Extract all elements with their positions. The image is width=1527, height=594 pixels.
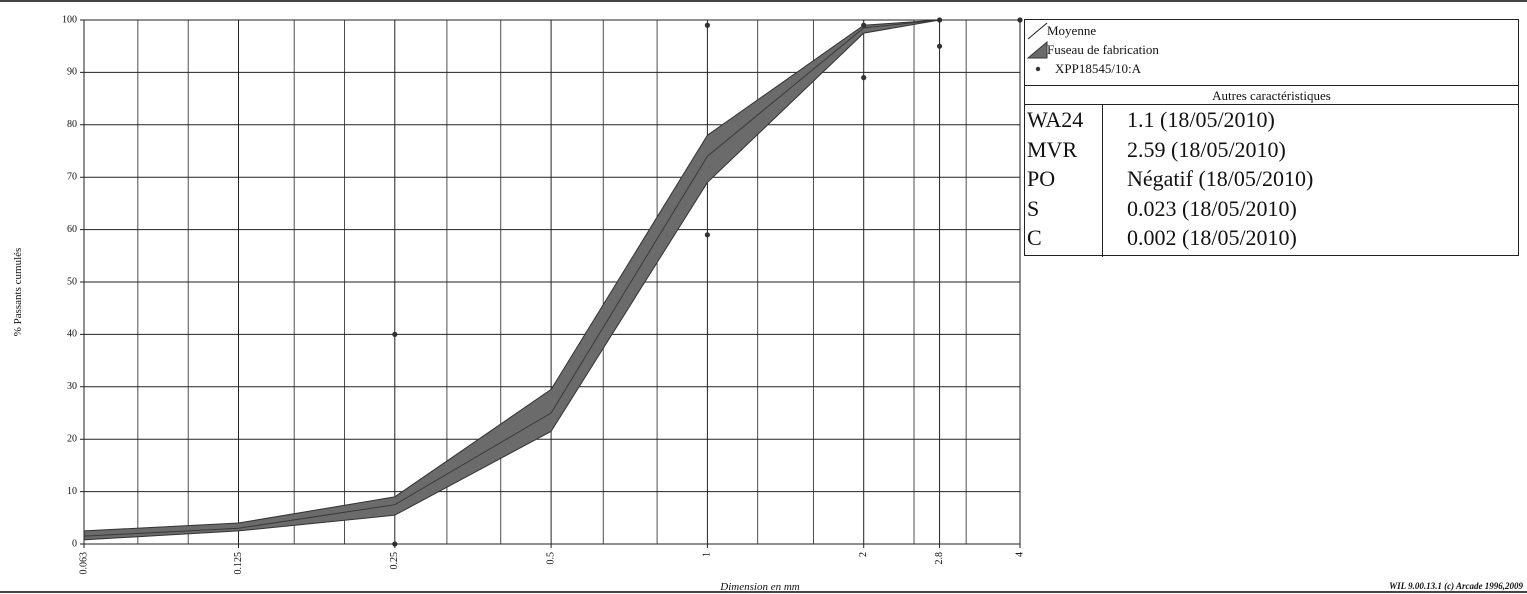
data-point xyxy=(704,22,711,28)
x-tick-label: 0.5 xyxy=(545,552,556,565)
fuseau-band xyxy=(83,19,940,541)
y-tick-label: 20 xyxy=(67,433,77,444)
software-credit: WIL 9.00.13.1 (c) Arcade 1996,2009 xyxy=(1389,581,1523,591)
x-axis-label: Dimension en mm xyxy=(720,581,800,593)
x-tick-label: 2.8 xyxy=(934,552,945,565)
y-tick-label: 50 xyxy=(67,276,77,287)
characteristic-value: 1.1 (18/05/2010) xyxy=(1127,107,1275,132)
dot-legend-icon xyxy=(1035,66,1041,72)
line-layer xyxy=(83,19,940,537)
y-tick-label: 40 xyxy=(67,329,77,340)
data-point xyxy=(936,43,943,49)
characteristic-value: Négatif (18/05/2010) xyxy=(1127,166,1314,191)
page-top-border xyxy=(0,0,1527,2)
x-tick-label: 1 xyxy=(702,552,713,557)
x-tick-labels: 0.063 0.125 0.25 0.5 1 2 2.8 4 xyxy=(78,552,1025,575)
characteristic-key: S xyxy=(1027,195,1040,221)
characteristic-value: 0.002 (18/05/2010) xyxy=(1127,225,1297,250)
characteristic-key: WA24 xyxy=(1027,107,1084,132)
y-tick-label: 10 xyxy=(67,486,77,497)
characteristic-key: PO xyxy=(1027,166,1056,191)
x-tick-label: 0.063 xyxy=(78,552,89,575)
data-point xyxy=(704,232,711,238)
characteristic-value: 0.023 (18/05/2010) xyxy=(1127,195,1297,221)
legend-label-fuseau: Fuseau de fabrication xyxy=(1047,42,1159,57)
characteristics-table: WA24 1.1 (18/05/2010) MVR 2.59 (18/05/20… xyxy=(1025,105,1518,253)
y-tick-label: 60 xyxy=(67,224,77,235)
moyenne-line xyxy=(83,19,940,537)
x-tick-label: 4 xyxy=(1014,552,1025,557)
legend-panel: Moyenne Fuseau de fabrication XPP18545/1… xyxy=(1024,19,1519,257)
data-point xyxy=(392,331,398,337)
x-tick-label: 0.125 xyxy=(233,552,244,575)
legend-label-moyenne: Moyenne xyxy=(1047,23,1097,38)
y-tick-label: 100 xyxy=(62,14,77,25)
band-layer xyxy=(83,19,940,541)
y-axis-label: % Passants cumulés xyxy=(12,247,24,337)
y-tick-labels: 0 10 20 30 40 50 60 70 80 90 100 xyxy=(62,14,77,549)
chart-grid-major xyxy=(80,19,1021,548)
data-point xyxy=(861,22,867,28)
data-point xyxy=(861,75,867,81)
characteristic-row-c: C 0.002 (18/05/2010) xyxy=(1025,223,1518,253)
page-bottom-border xyxy=(0,591,1527,593)
characteristic-row-wa24: WA24 1.1 (18/05/2010) xyxy=(1025,105,1518,135)
y-tick-label: 70 xyxy=(67,171,77,182)
x-tick-label: 2 xyxy=(858,552,869,557)
legend-label-xpp: XPP18545/10:A xyxy=(1055,61,1141,76)
y-tick-label: 90 xyxy=(67,67,77,78)
characteristic-row-s: S 0.023 (18/05/2010) xyxy=(1025,194,1518,224)
characteristic-row-po: PO Négatif (18/05/2010) xyxy=(1025,164,1518,194)
characteristic-value: 2.59 (18/05/2010) xyxy=(1127,136,1286,162)
characteristic-key: C xyxy=(1027,225,1042,250)
characteristic-key: MVR xyxy=(1027,136,1078,162)
y-tick-label: 0 xyxy=(72,538,77,549)
characteristics-title: Autres caractéristiques xyxy=(1025,85,1518,105)
plot-frame xyxy=(83,19,1021,545)
x-tick-label: 0.25 xyxy=(389,552,400,570)
line-legend-icon xyxy=(1027,22,1048,40)
characteristic-row-mvr: MVR 2.59 (18/05/2010) xyxy=(1025,135,1518,165)
y-tick-label: 30 xyxy=(67,381,77,392)
characteristics-separator xyxy=(1102,105,1103,257)
band-legend-icon xyxy=(1027,41,1048,59)
y-tick-label: 80 xyxy=(67,119,77,130)
